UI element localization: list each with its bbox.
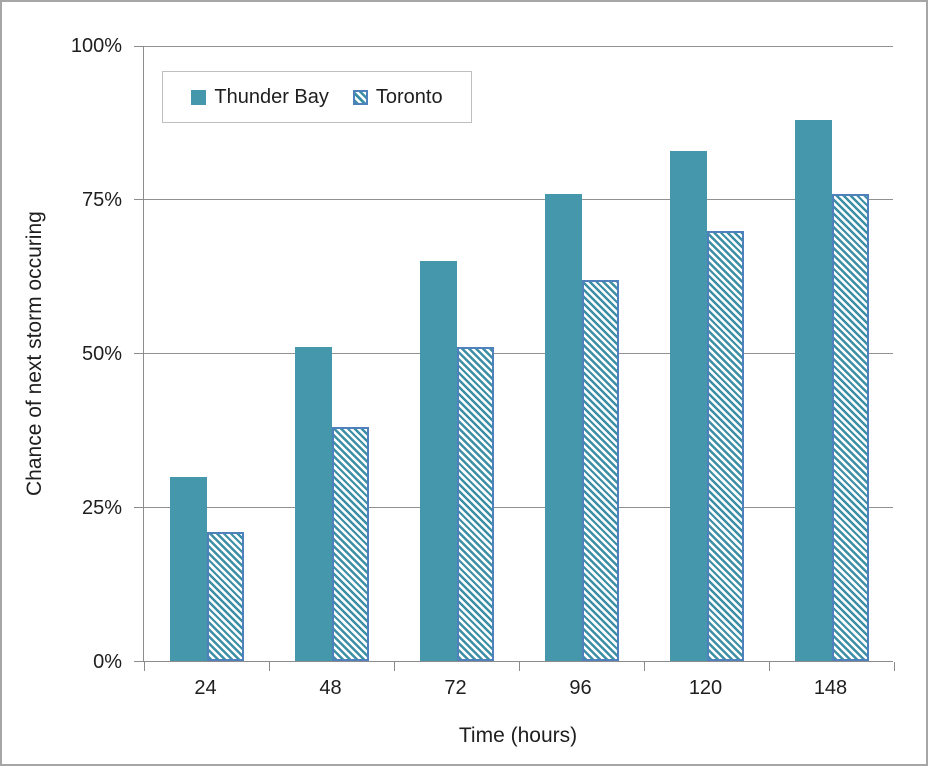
gridline-50 [144,353,893,354]
bar-thunder-bay-148 [794,119,832,661]
plot-area [134,45,895,671]
bar-thunder-bay-120 [669,150,707,661]
x-axis-tick [143,662,145,671]
bar-group-24 [144,46,269,661]
x-tick-label: 48 [319,677,342,699]
bar-group-96 [519,46,644,661]
y-tick-label: 25% [81,497,122,519]
x-axis-tick [393,662,395,671]
y-axis-tick [134,199,143,201]
y-tick-label: 0% [93,651,122,673]
bar-group-48 [269,46,394,661]
bar-toronto-24 [206,531,244,661]
bar-toronto-148 [831,193,869,661]
x-axis-title: Time (hours) [458,724,578,747]
y-axis-tick [134,660,143,662]
y-axis-tick [134,353,143,354]
bar-thunder-bay-72 [419,261,457,661]
gridline-75 [144,199,893,201]
bar-group-120 [644,46,769,661]
bar-thunder-bay-48 [294,347,332,661]
x-axis-tick [268,662,270,671]
legend-item-thunder-bay: Thunder Bay [191,86,329,109]
bar-toronto-120 [706,230,744,661]
x-axis-tick [893,662,895,671]
bar-group-72 [394,46,519,661]
y-axis-tick [134,45,143,47]
legend-swatch-solid-icon [191,89,207,105]
y-axis-tick [134,506,143,508]
bar-thunder-bay-96 [544,193,582,661]
bar-toronto-48 [331,427,369,661]
bar-group-148 [769,46,894,661]
x-axis-tick [768,662,770,671]
y-axis-tick-labels: 0% 25% 50% 75% 100% [2,35,122,673]
x-tick-label: 148 [813,677,848,699]
gridline-25 [144,506,893,508]
y-tick-label: 100% [70,35,122,57]
legend: Thunder Bay Toronto [162,71,472,123]
legend-label-toronto: Toronto [375,85,443,108]
y-tick-label: 75% [81,189,122,211]
bar-thunder-bay-24 [169,476,207,661]
x-axis-tick [518,662,520,671]
x-tick-label: 24 [194,677,217,699]
x-tick-label: 72 [444,677,467,699]
x-tick-label: 120 [688,677,723,699]
y-tick-label: 50% [81,343,122,365]
x-axis-tick [643,662,645,671]
gridline-100 [144,45,893,47]
legend-label-thunder-bay: Thunder Bay [214,85,329,108]
bar-toronto-96 [581,279,619,661]
x-tick-label: 96 [569,677,592,699]
x-axis-tick-labels: 24 48 72 96 120 148 [143,674,893,702]
legend-swatch-hatch-icon [352,89,368,105]
legend-item-toronto: Toronto [352,85,443,109]
bar-toronto-72 [456,347,494,661]
